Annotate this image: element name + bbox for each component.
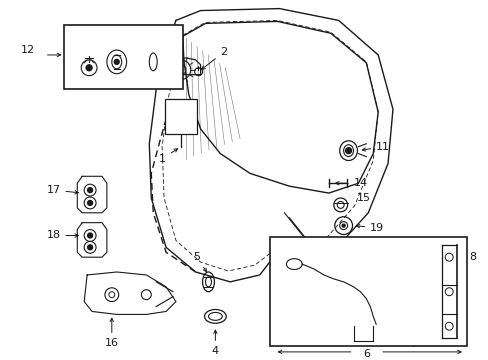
Ellipse shape [107, 50, 126, 74]
Circle shape [445, 322, 452, 330]
Text: 6: 6 [362, 349, 369, 359]
Text: 8: 8 [460, 252, 475, 263]
Text: 11: 11 [362, 142, 389, 152]
Bar [64, 25, 183, 90]
Ellipse shape [112, 55, 122, 69]
Bar [165, 99, 196, 134]
Circle shape [105, 288, 119, 302]
Circle shape [87, 201, 92, 206]
Ellipse shape [333, 198, 347, 212]
Circle shape [114, 59, 119, 64]
Circle shape [334, 217, 352, 234]
Text: 16: 16 [104, 318, 119, 348]
Circle shape [84, 197, 96, 209]
Text: 3: 3 [188, 112, 195, 122]
Circle shape [345, 148, 351, 154]
Text: 18: 18 [46, 230, 78, 240]
Circle shape [87, 245, 92, 250]
Text: 17: 17 [46, 185, 78, 195]
Ellipse shape [149, 53, 157, 71]
Text: 15: 15 [356, 193, 370, 203]
Ellipse shape [208, 312, 222, 320]
Ellipse shape [205, 277, 211, 287]
Ellipse shape [343, 145, 353, 157]
Circle shape [445, 288, 452, 296]
Ellipse shape [337, 202, 344, 208]
Circle shape [194, 68, 202, 76]
Bar [269, 238, 466, 346]
Ellipse shape [286, 259, 302, 270]
Text: 19: 19 [356, 222, 384, 233]
Circle shape [87, 233, 92, 238]
Text: 14: 14 [335, 178, 367, 188]
Ellipse shape [202, 272, 214, 292]
Circle shape [81, 60, 97, 76]
Text: 2: 2 [201, 47, 227, 69]
Circle shape [342, 224, 345, 227]
Circle shape [84, 242, 96, 253]
Circle shape [445, 253, 452, 261]
Text: 4: 4 [211, 330, 219, 356]
Circle shape [86, 65, 92, 71]
Text: 10: 10 [295, 244, 342, 264]
Circle shape [171, 60, 190, 80]
Circle shape [176, 65, 185, 75]
Text: 7: 7 [409, 339, 416, 349]
Circle shape [84, 230, 96, 242]
Text: 12: 12 [21, 45, 35, 55]
Text: 1: 1 [159, 149, 177, 163]
Circle shape [109, 292, 115, 298]
Circle shape [87, 188, 92, 193]
Circle shape [339, 222, 347, 230]
Circle shape [141, 290, 151, 300]
Text: 5: 5 [193, 252, 206, 272]
Text: 9: 9 [388, 331, 396, 341]
Ellipse shape [204, 310, 226, 323]
Ellipse shape [339, 141, 357, 161]
Text: 13: 13 [74, 30, 89, 43]
Circle shape [84, 184, 96, 196]
